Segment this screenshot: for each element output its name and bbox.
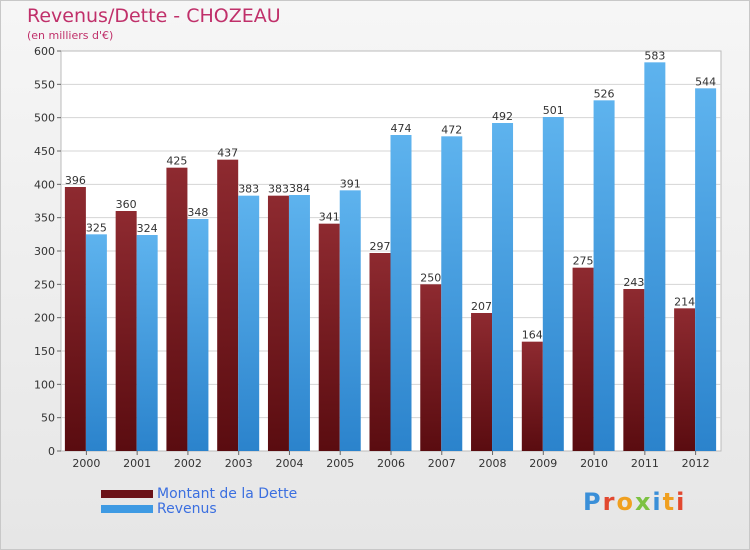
y-tick-label-250: 250	[34, 278, 55, 291]
legend-label-debt: Montant de la Dette	[157, 486, 298, 502]
value-label-dette-2006: 297	[370, 240, 391, 253]
x-tick-label-2000: 2000	[72, 457, 100, 470]
value-label-revenus-2002: 348	[187, 206, 208, 219]
x-tick-label-2003: 2003	[225, 457, 253, 470]
y-tick-label-150: 150	[34, 345, 55, 358]
legend-swatch-revenus	[101, 505, 153, 513]
y-tick-label-0: 0	[48, 445, 55, 458]
value-label-revenus-2007: 472	[441, 123, 462, 136]
bar-revenus-2002	[187, 219, 209, 451]
logo-letter-1: r	[602, 488, 617, 516]
bar-dette-2005	[318, 223, 340, 451]
chart-subtitle: (en milliers d'€)	[27, 29, 114, 42]
bar-dette-2012	[674, 308, 696, 451]
value-label-revenus-2010: 526	[594, 87, 615, 100]
bar-revenus-2010	[593, 100, 615, 451]
bar-dette-2006	[369, 253, 391, 451]
value-label-revenus-2003: 383	[238, 183, 259, 196]
logo-letter-4: i	[652, 488, 663, 516]
x-tick-label-2007: 2007	[428, 457, 456, 470]
x-tick-label-2004: 2004	[275, 457, 303, 470]
value-label-dette-2011: 243	[623, 276, 644, 289]
bar-revenus-2012	[695, 88, 717, 451]
value-label-revenus-2005: 391	[340, 177, 361, 190]
value-label-revenus-2008: 492	[492, 110, 513, 123]
value-label-dette-2005: 341	[319, 211, 340, 224]
x-tick-label-2002: 2002	[174, 457, 202, 470]
x-tick-label-2009: 2009	[529, 457, 557, 470]
value-label-dette-2010: 275	[573, 255, 594, 268]
x-tick-label-2008: 2008	[479, 457, 507, 470]
bar-revenus-2007	[441, 136, 463, 452]
bar-revenus-2004	[288, 195, 310, 451]
bar-revenus-2000	[85, 234, 107, 451]
value-label-revenus-2012: 544	[695, 75, 716, 88]
bar-dette-2009	[521, 341, 543, 451]
bar-revenus-2001	[136, 235, 158, 451]
bar-dette-2011	[623, 289, 645, 451]
bar-revenus-2006	[390, 135, 412, 451]
x-axis: 2000 2001 2002 2003 2004 2005 2006 2007 2008 2009…	[72, 451, 710, 470]
bar-dette-2008	[471, 313, 493, 451]
bar-dette-2000	[64, 187, 86, 451]
y-tick-label-450: 450	[34, 145, 55, 158]
value-label-dette-2012: 214	[674, 295, 695, 308]
value-label-dette-2007: 250	[420, 271, 441, 284]
y-tick-label-550: 550	[34, 78, 55, 91]
logo-letter-3: x	[634, 488, 653, 516]
y-tick-label-350: 350	[34, 212, 55, 225]
value-label-dette-2001: 360	[116, 198, 137, 211]
value-label-revenus-2006: 474	[391, 122, 412, 135]
y-tick-label-600: 600	[34, 45, 55, 58]
value-label-dette-2000: 396	[65, 174, 86, 187]
bar-revenus-2008	[492, 123, 514, 451]
value-label-revenus-2000: 325	[86, 221, 107, 234]
bar-dette-2007	[420, 284, 442, 451]
y-tick-label-400: 400	[34, 178, 55, 191]
bar-dette-2001	[115, 211, 137, 451]
x-tick-label-2010: 2010	[580, 457, 608, 470]
value-label-dette-2004: 383	[268, 183, 289, 196]
value-label-dette-2009: 164	[522, 329, 543, 342]
x-tick-label-2006: 2006	[377, 457, 405, 470]
y-tick-label-200: 200	[34, 312, 55, 325]
legend-label-revenus: Revenus	[157, 501, 217, 517]
bar-revenus-2005	[339, 190, 361, 452]
bar-revenus-2009	[542, 117, 564, 451]
y-tick-label-50: 50	[41, 412, 55, 425]
y-tick-label-500: 500	[34, 112, 55, 125]
bar-dette-2003	[217, 159, 239, 451]
value-label-revenus-2011: 583	[644, 49, 665, 62]
bar-revenus-2011	[644, 62, 666, 451]
bar-revenus-2003	[238, 195, 260, 451]
logo-letter-0: P	[583, 488, 603, 516]
x-tick-label-2001: 2001	[123, 457, 151, 470]
bar-dette-2010	[572, 267, 594, 451]
x-tick-label-2012: 2012	[682, 457, 710, 470]
legend-swatch-debt	[101, 490, 153, 498]
value-label-dette-2002: 425	[166, 155, 187, 168]
y-axis: 0 50 100 150 200 250 300 350 400 450 500 550 600	[34, 45, 61, 458]
x-tick-label-2005: 2005	[326, 457, 354, 470]
proxiti-logo: Proxiti	[583, 488, 686, 516]
bar-dette-2002	[166, 167, 188, 451]
bars	[64, 62, 717, 452]
bar-dette-2004	[267, 195, 289, 451]
value-label-revenus-2009: 501	[543, 104, 564, 117]
y-tick-label-300: 300	[34, 245, 55, 258]
logo-letter-6: i	[676, 488, 687, 516]
chart-title: Revenus/Dette - CHOZEAU	[27, 5, 281, 27]
value-label-revenus-2001: 324	[137, 222, 158, 235]
value-label-dette-2003: 437	[217, 147, 238, 160]
x-tick-label-2011: 2011	[631, 457, 659, 470]
logo-letter-2: o	[616, 488, 635, 516]
value-label-revenus-2004: 384	[289, 182, 310, 195]
logo-letter-5: t	[662, 488, 677, 516]
y-tick-label-100: 100	[34, 378, 55, 391]
value-label-dette-2008: 207	[471, 300, 492, 313]
